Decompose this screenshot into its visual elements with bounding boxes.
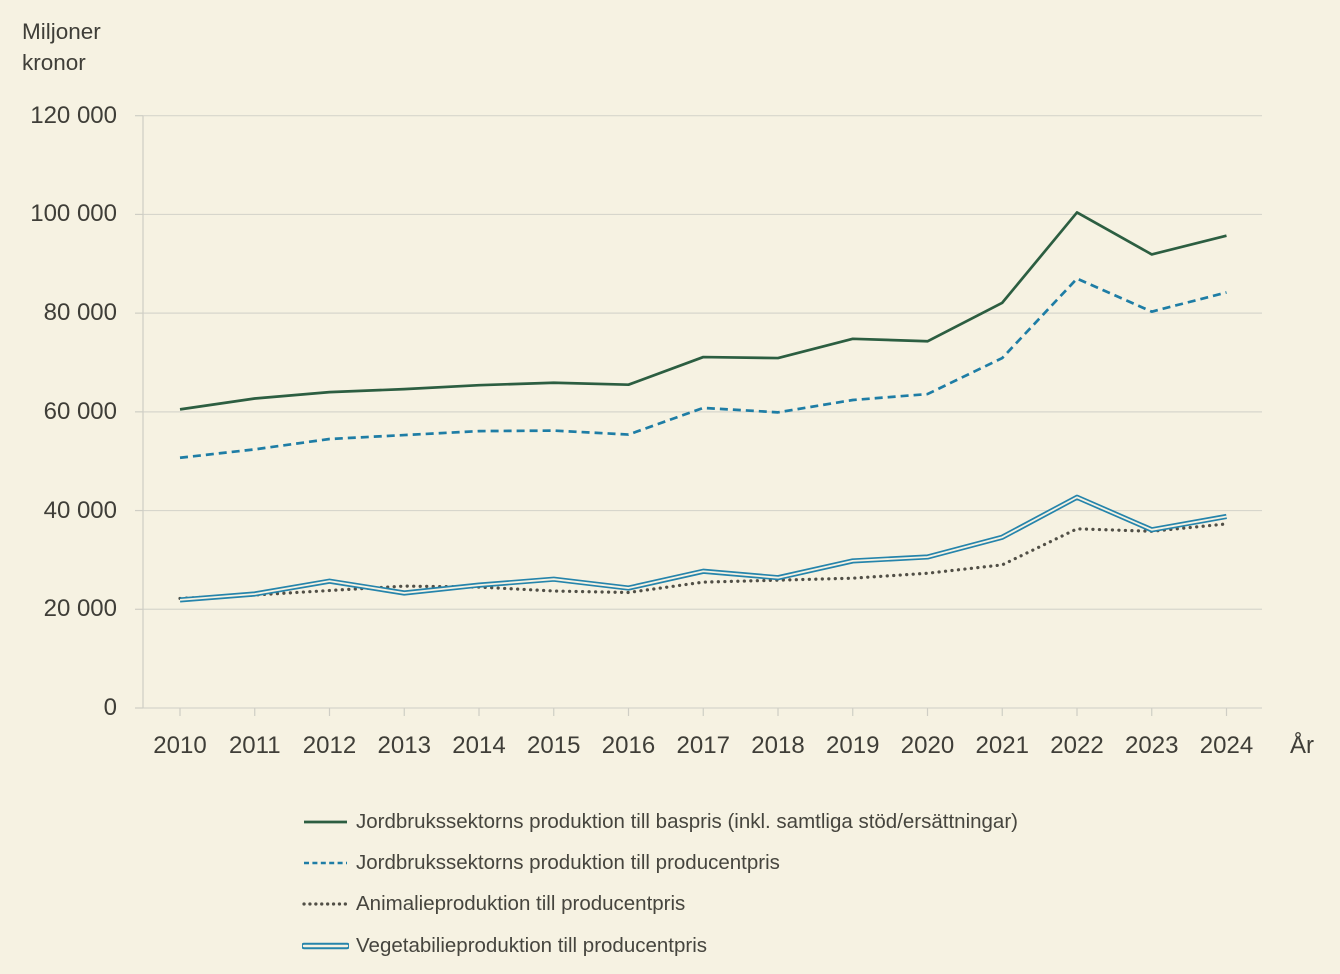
x-tick-label: 2023 <box>1125 732 1179 759</box>
x-tick-label: 2015 <box>527 732 581 759</box>
legend-line-sample-dashed-icon <box>304 861 347 865</box>
y-axis-title-line2: kronor <box>22 50 86 75</box>
x-tick-label: 2014 <box>452 732 506 759</box>
x-tick-label: 2021 <box>975 732 1029 759</box>
y-axis-title-line1: Miljoner <box>22 19 101 44</box>
x-tick-label: 2019 <box>826 732 880 759</box>
y-tick-label: 0 <box>103 694 117 721</box>
series-line-0 <box>179 211 1227 411</box>
x-tick-label: 2012 <box>302 732 357 759</box>
y-tick-label: 40 000 <box>43 496 117 524</box>
legend-item-producentpris: Jordbrukssektorns produktion till produc… <box>302 842 1018 883</box>
legend-label: Jordbrukssektorns produktion till baspri… <box>356 809 1018 833</box>
x-tick-label: 2016 <box>601 732 656 759</box>
y-tick-label: 60 000 <box>43 397 117 425</box>
legend-line-sample-double-icon <box>302 942 349 949</box>
series-line-2 <box>178 522 1229 601</box>
series-line-3 <box>179 494 1227 603</box>
y-tick-label: 80 000 <box>43 299 117 327</box>
legend-label: Jordbrukssektorns produktion till produc… <box>356 850 780 874</box>
legend-item-vegetabilie: Vegetabilieproduktion till producentpris <box>302 925 1018 966</box>
x-tick-label: 2018 <box>751 732 805 759</box>
legend-label: Vegetabilieproduktion till producentpris <box>356 933 708 957</box>
y-tick-label: 120 000 <box>30 101 117 129</box>
legend-item-baspris: Jordbrukssektorns produktion till baspri… <box>302 801 1018 842</box>
y-tick-label: 100 000 <box>30 200 117 228</box>
x-tick-label: 2010 <box>153 732 207 759</box>
x-tick-label: 2022 <box>1050 732 1104 759</box>
x-tick-label: 2013 <box>377 732 431 759</box>
x-tick-label: 2011 <box>228 732 281 759</box>
x-axis-title: År <box>1290 732 1314 759</box>
legend-item-animalie: Animalieproduktion till producentpris <box>302 884 1018 925</box>
legend-line-sample-solid-icon <box>304 820 347 823</box>
y-tick-label: 20 000 <box>43 595 117 623</box>
x-tick-label: 2017 <box>676 732 730 759</box>
legend-line-sample-dotted-icon <box>302 902 349 906</box>
x-tick-label: 2024 <box>1199 732 1254 759</box>
legend-label: Animalieproduktion till producentpris <box>356 892 686 916</box>
series-line-3-inner <box>179 496 1227 601</box>
y-axis-title: Miljoner kronor <box>22 16 101 78</box>
series-line-1 <box>179 277 1227 460</box>
x-tick-label: 2020 <box>900 732 955 759</box>
legend: Jordbrukssektorns produktion till baspri… <box>302 801 1018 966</box>
